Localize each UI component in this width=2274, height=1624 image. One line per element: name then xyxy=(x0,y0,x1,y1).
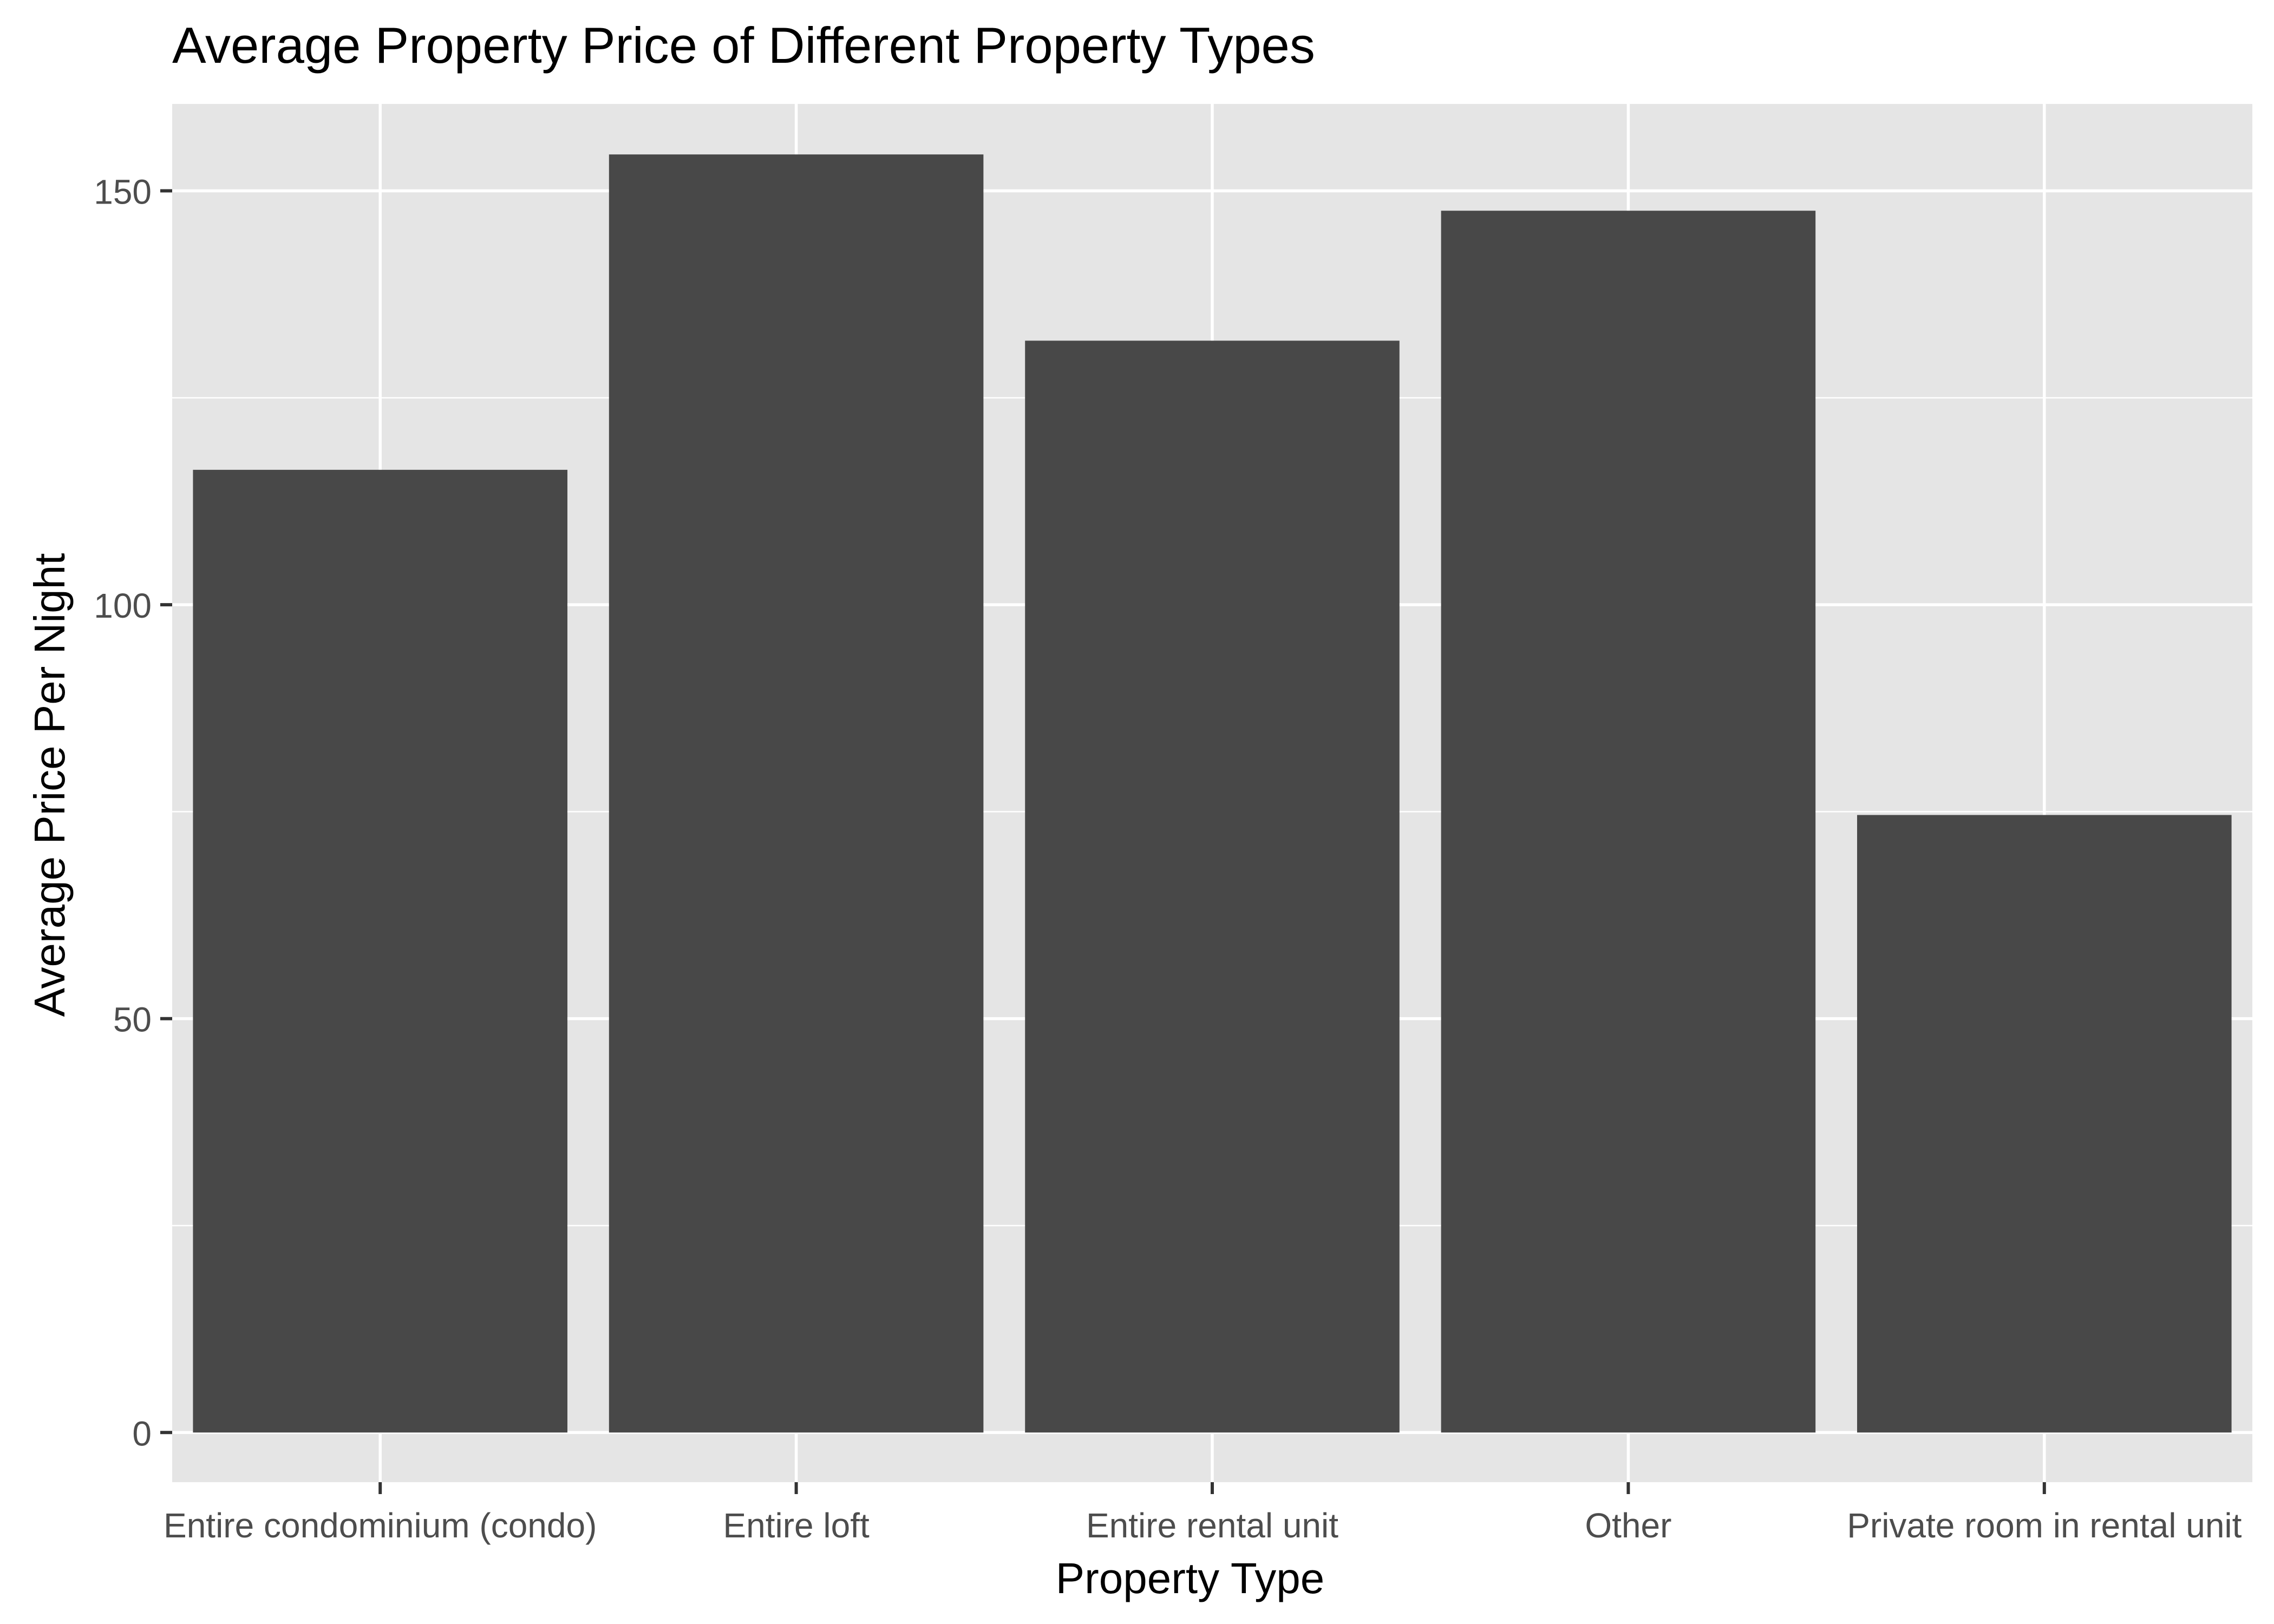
y-tick-label: 0 xyxy=(132,1414,152,1453)
y-tick-label: 150 xyxy=(94,173,152,212)
bar xyxy=(1857,815,2232,1433)
y-tick-label: 100 xyxy=(94,586,152,625)
y-tick-label: 50 xyxy=(113,1000,152,1039)
bar xyxy=(609,154,984,1433)
bar xyxy=(193,469,567,1433)
x-axis-label: Property Type xyxy=(1055,1554,1325,1602)
x-tick-label: Entire condominium (condo) xyxy=(164,1506,597,1545)
x-tick-label: Entire loft xyxy=(723,1506,870,1545)
bar xyxy=(1441,211,1816,1433)
y-axis-label: Average Price Per Night xyxy=(25,553,74,1017)
bar xyxy=(1025,340,1400,1433)
x-tick-label: Other xyxy=(1585,1506,1671,1545)
chart-title: Average Property Price of Different Prop… xyxy=(172,17,1315,74)
x-tick-label: Private room in rental unit xyxy=(1847,1506,2242,1545)
x-tick-label: Entire rental unit xyxy=(1086,1506,1338,1545)
